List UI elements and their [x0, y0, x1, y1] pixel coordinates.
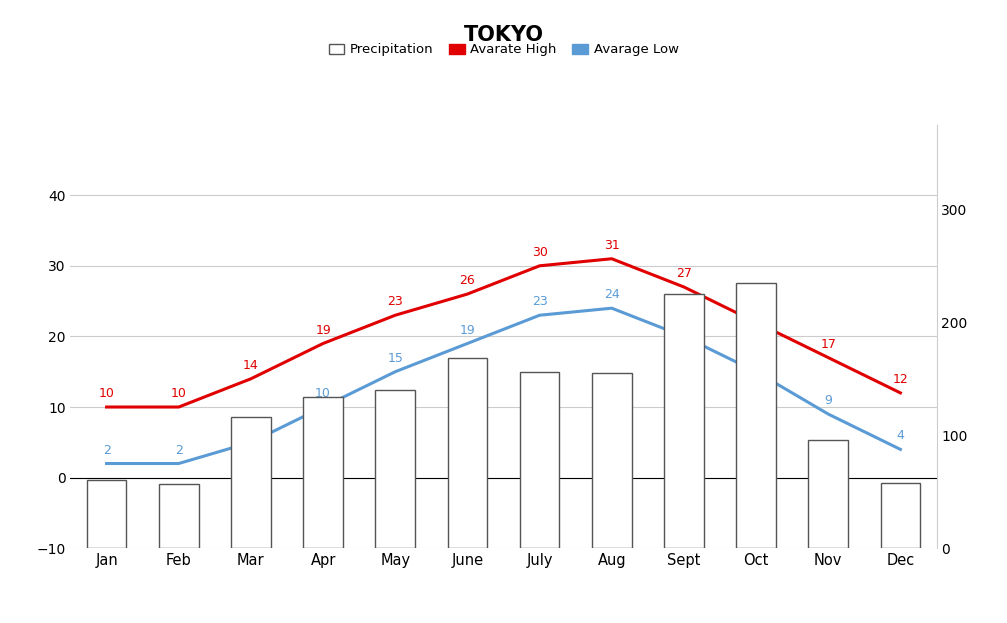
Bar: [87, 480, 127, 548]
Text: 31: 31: [604, 239, 619, 252]
Legend: Precipitation, Avarate High, Avarage Low: Precipitation, Avarate High, Avarage Low: [323, 38, 684, 62]
Text: 24: 24: [604, 288, 619, 302]
Text: 12: 12: [892, 373, 908, 386]
Text: 5: 5: [247, 422, 255, 435]
Text: 58: 58: [892, 525, 908, 538]
Text: 235: 235: [744, 525, 768, 538]
Text: 134: 134: [311, 525, 335, 538]
Text: 168: 168: [455, 525, 479, 538]
Text: 60: 60: [99, 525, 115, 538]
Bar: [231, 417, 271, 548]
Text: 19: 19: [459, 323, 475, 336]
Text: 23: 23: [388, 295, 403, 308]
Text: 15: 15: [748, 352, 764, 365]
Text: 155: 155: [600, 525, 623, 538]
Text: 2: 2: [175, 444, 182, 457]
Text: 156: 156: [528, 525, 552, 538]
Text: 4: 4: [896, 429, 904, 442]
Bar: [303, 397, 343, 548]
Text: 26: 26: [459, 274, 475, 287]
Text: TOKYO: TOKYO: [463, 25, 544, 45]
Bar: [520, 372, 560, 548]
Text: 10: 10: [99, 387, 115, 400]
Text: 15: 15: [388, 352, 403, 365]
Text: 27: 27: [676, 267, 692, 280]
Text: 20: 20: [676, 316, 692, 330]
Text: 23: 23: [532, 295, 548, 308]
Text: 9: 9: [825, 394, 832, 407]
Text: 140: 140: [384, 525, 407, 538]
Text: 22: 22: [748, 302, 764, 315]
Bar: [880, 483, 920, 548]
Bar: [376, 390, 415, 548]
Text: 225: 225: [672, 525, 696, 538]
Text: 10: 10: [315, 387, 331, 400]
Bar: [809, 440, 848, 548]
Text: 57: 57: [171, 525, 186, 538]
Text: 116: 116: [239, 525, 263, 538]
Bar: [159, 484, 198, 548]
Text: 10: 10: [171, 387, 186, 400]
Text: 2: 2: [103, 444, 111, 457]
Bar: [447, 358, 487, 548]
Text: 14: 14: [243, 359, 259, 372]
Bar: [664, 294, 704, 548]
Text: 17: 17: [821, 338, 836, 351]
Text: 30: 30: [532, 246, 548, 259]
Text: 96: 96: [821, 525, 836, 538]
Bar: [592, 373, 631, 548]
Bar: [736, 283, 776, 548]
Text: 19: 19: [315, 323, 331, 336]
